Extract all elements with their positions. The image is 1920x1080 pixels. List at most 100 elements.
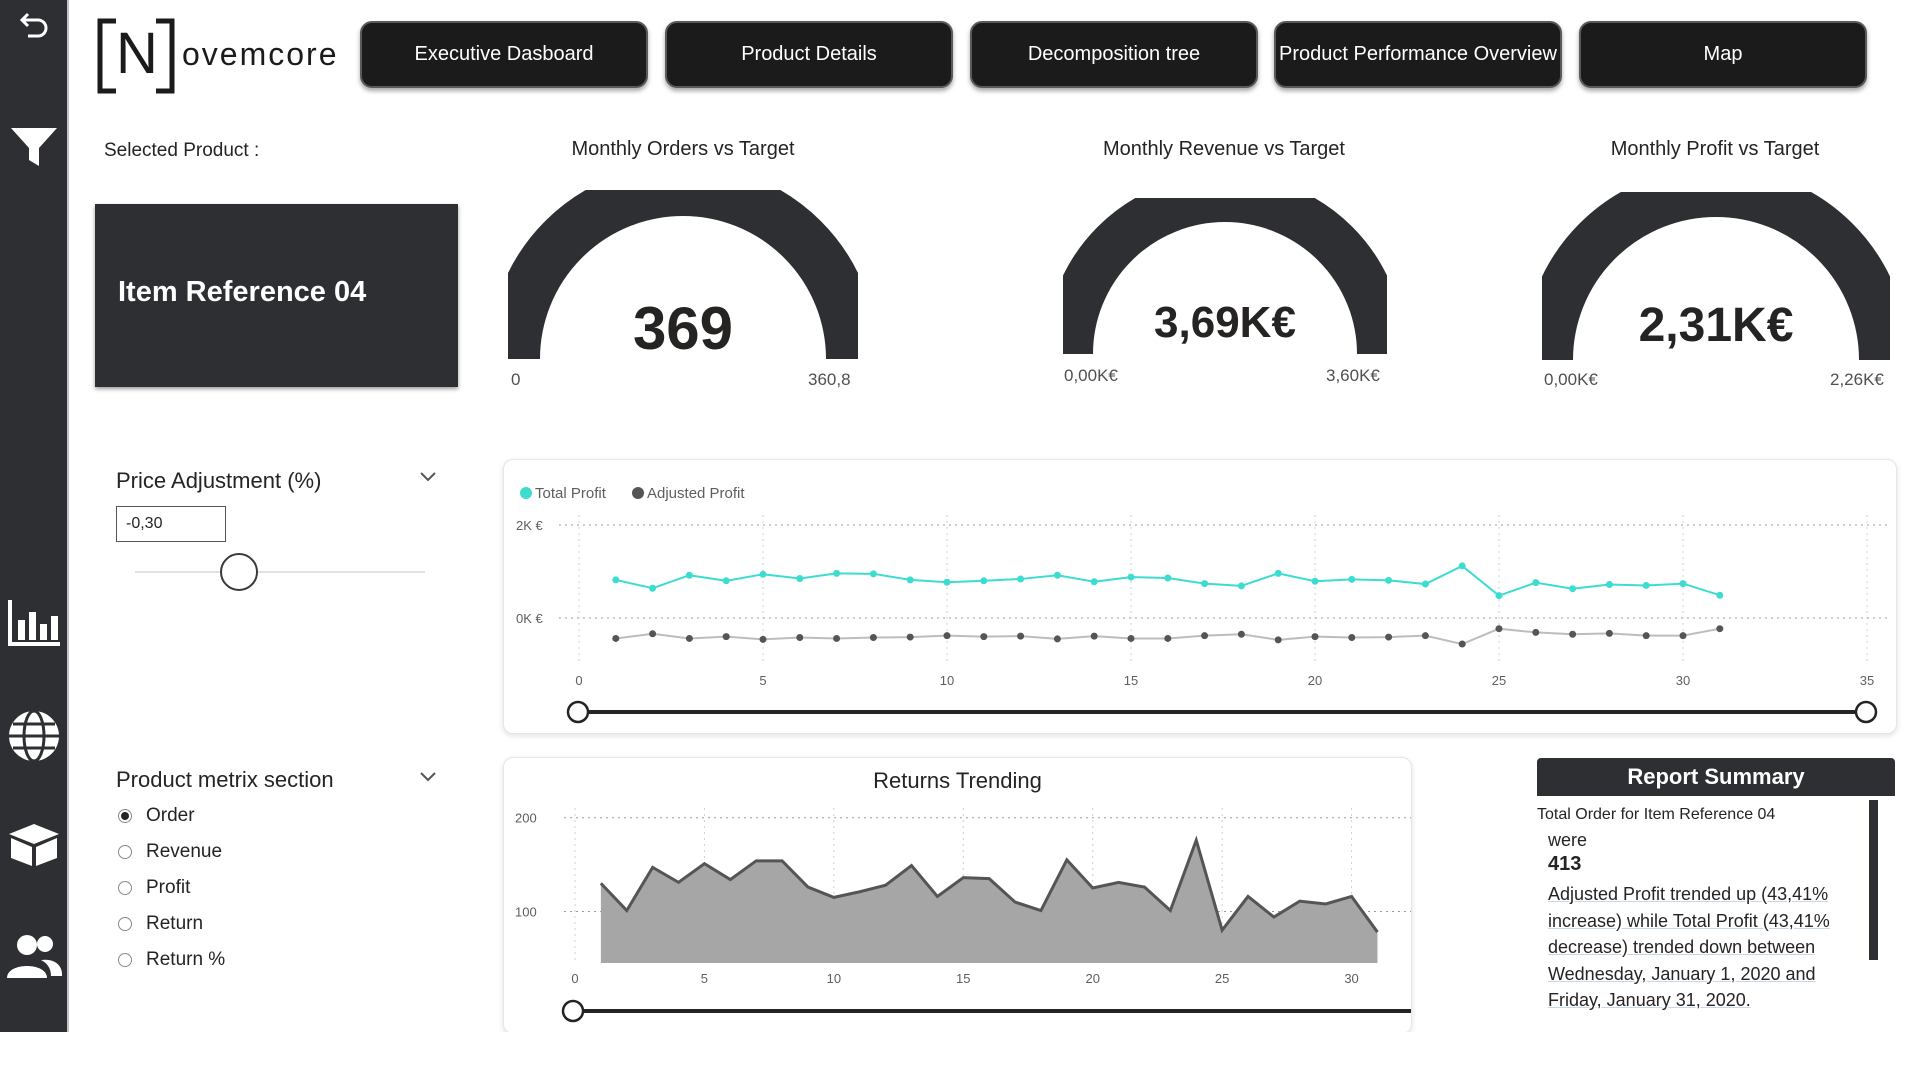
data-point [1311,577,1319,585]
metric-option-order[interactable]: Order [118,805,195,827]
profit-chart-card: Total Profit Adjusted Profit 2K € 0K € 0 5 10 1… [503,459,1897,734]
radio-button[interactable] [118,953,132,967]
bar-chart-icon[interactable] [0,598,67,648]
legend-marker-adjusted-profit [632,487,644,499]
data-point [1716,625,1724,633]
data-point [1201,632,1209,640]
nav-decomposition-tree-button[interactable]: Decomposition tree [970,21,1258,88]
x-tick-label: 5 [759,673,766,688]
x-tick-label: 35 [1860,673,1874,688]
data-point [1274,569,1282,577]
data-point [1201,580,1209,588]
x-tick-label: 0 [571,971,578,986]
metric-option-revenue[interactable]: Revenue [118,841,222,863]
gauge-revenue-max: 3,60K€ [1326,366,1380,385]
data-point [906,633,914,641]
filter-icon[interactable] [0,124,67,170]
data-point [1385,633,1393,641]
price-adjustment-title: Price Adjustment (%) [116,468,322,493]
radio-button[interactable] [118,845,132,859]
x-range-slider-start-handle[interactable] [561,999,585,1023]
data-point [759,635,767,643]
metric-option-profit[interactable]: Profit [118,877,190,899]
x-tick-label: 30 [1344,971,1358,986]
nav-executive-dashboard-button[interactable]: Executive Dasboard [360,21,648,88]
legend-label-total-profit: Total Profit [535,485,607,502]
y-tick-label: 200 [515,811,537,826]
report-summary-title: Report Summary [1537,758,1895,796]
data-point [722,633,730,641]
data-point [649,630,657,638]
data-point [943,632,951,640]
returns-chart-title: Returns Trending [873,768,1042,793]
data-point [1495,592,1503,600]
data-point [1385,576,1393,584]
chevron-down-icon[interactable] [418,470,438,484]
x-tick-label: 20 [1085,971,1099,986]
globe-icon[interactable] [0,708,67,764]
data-point [833,569,841,577]
gauge-revenue-min: 0,00K€ [1064,366,1118,385]
x-tick-label: 5 [701,971,708,986]
data-point [906,576,914,584]
report-summary-scrollbar[interactable] [1869,800,1878,960]
x-tick-label: 15 [956,971,970,986]
legend-marker-total-profit [520,487,532,499]
gauge-orders-arc [508,190,858,360]
data-point [1017,575,1025,583]
data-point [1127,573,1135,581]
gauge-profit-min: 0,00K€ [1544,370,1598,389]
data-point [759,570,767,578]
returns-area-chart: 20010005101520253035 [515,808,1499,1023]
returns-area-fill [600,840,1378,963]
box-icon[interactable] [0,820,67,868]
logo-text: ovemcore [182,36,339,72]
price-adjustment-input[interactable]: -0,30 [116,506,226,542]
data-point [943,578,951,586]
gauge-revenue-title: Monthly Revenue vs Target [1103,138,1345,160]
metric-option-return-pct[interactable]: Return % [118,949,225,971]
x-range-slider-start-handle[interactable] [566,700,590,724]
data-point [1642,581,1650,589]
x-range-slider-end-handle[interactable] [1854,700,1878,724]
data-point [796,634,804,642]
x-tick-label: 20 [1308,673,1322,688]
data-point [1274,636,1282,644]
radio-button[interactable] [118,917,132,931]
metric-option-label: Return % [146,949,226,970]
nav-map-button[interactable]: Map [1579,21,1867,88]
radio-button[interactable] [118,881,132,895]
returns-line [599,835,1379,934]
gauge-revenue-value: 3,69K€ [1154,298,1296,347]
x-tick-label: 30 [1676,673,1690,688]
price-adjustment-handle[interactable] [220,553,258,591]
data-point [980,577,988,585]
users-icon[interactable] [0,932,67,980]
data-point [1569,585,1577,593]
metric-option-label: Revenue [146,841,223,862]
price-adjustment-track[interactable] [135,571,425,573]
data-point [980,633,988,641]
selected-product-card: Item Reference 04 [95,204,458,387]
sidebar-edge [67,0,69,1032]
report-summary-value: 413 [1548,853,1582,875]
gauge-orders-max: 360,8 [808,370,851,389]
data-point [1421,632,1429,640]
metric-option-return[interactable]: Return [118,913,203,935]
x-tick-label: 10 [940,673,954,688]
data-point [612,576,620,584]
data-point [1421,580,1429,588]
data-point [1348,575,1356,583]
data-point [796,574,804,582]
nav-product-performance-button[interactable]: Product Performance Overview [1274,21,1562,88]
data-point [869,634,877,642]
report-summary-line2: were [1548,830,1588,850]
chevron-down-icon[interactable] [418,770,438,784]
radio-button[interactable] [118,809,132,823]
metric-section-title: Product metrix section [116,767,334,792]
back-arrow-icon[interactable] [0,6,67,42]
data-point [722,577,730,585]
gauge-revenue-arc [1063,198,1387,355]
nav-product-details-button[interactable]: Product Details [665,21,953,88]
report-summary-line1: Total Order for Item Reference 04 [1537,806,1776,823]
